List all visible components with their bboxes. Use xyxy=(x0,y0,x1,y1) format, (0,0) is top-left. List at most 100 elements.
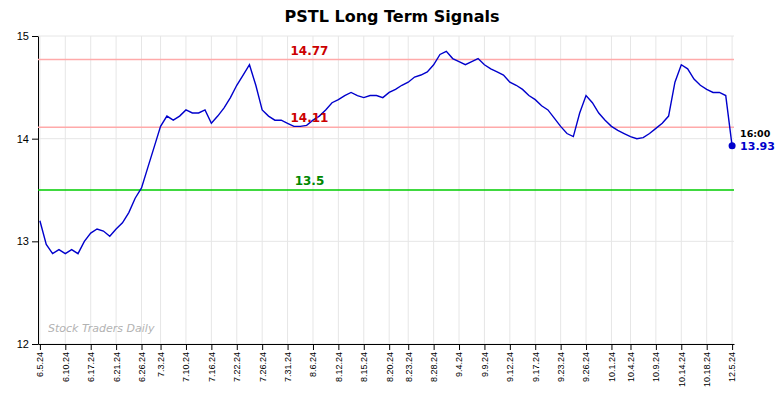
final-label: 16:00 xyxy=(740,128,771,139)
x-tick-mark xyxy=(389,344,390,350)
x-tick-label: 6.17.24 xyxy=(86,352,96,382)
x-tick-label: 8.15.24 xyxy=(359,352,369,382)
reference-label: 14.11 xyxy=(290,111,328,125)
y-tick-label: 15 xyxy=(17,30,29,42)
y-tick: 13 xyxy=(17,235,38,247)
x-tick-mark xyxy=(586,344,587,350)
x-tick-mark xyxy=(65,344,66,350)
x-tick-label: 10.4.24 xyxy=(626,352,636,382)
x-axis-line xyxy=(39,344,735,345)
x-tick-mark xyxy=(142,344,143,350)
x-tick-label: 9.12.24 xyxy=(505,352,515,382)
x-tick-mark xyxy=(707,344,708,350)
x-tick: 7.3.24 xyxy=(156,344,166,377)
reference-line xyxy=(38,59,734,61)
x-tick: 6.10.24 xyxy=(61,344,71,382)
x-tick-label: 10.1.24 xyxy=(607,352,617,382)
x-tick-mark xyxy=(288,344,289,350)
x-tick-label: 8.28.24 xyxy=(429,352,439,382)
x-tick-mark xyxy=(535,344,536,350)
x-tick-label: 9.23.24 xyxy=(556,352,566,382)
x-tick: 7.10.24 xyxy=(181,344,191,382)
price-line xyxy=(40,51,732,253)
grid-line xyxy=(38,138,734,139)
x-tick: 6.26.24 xyxy=(137,344,147,382)
x-tick-label: 7.22.24 xyxy=(232,352,242,382)
x-tick-label: 10.9.24 xyxy=(651,352,661,382)
final-label: 13.93 xyxy=(740,140,775,153)
y-tick: 12 xyxy=(17,338,38,350)
x-tick-mark xyxy=(161,344,162,350)
x-tick-mark xyxy=(656,344,657,350)
x-tick-mark xyxy=(91,344,92,350)
x-tick: 7.26.24 xyxy=(258,344,268,382)
x-tick-mark xyxy=(313,344,314,350)
x-tick-label: 7.3.24 xyxy=(156,352,166,377)
watermark: Stock Traders Daily xyxy=(48,322,155,335)
x-tick-label: 7.10.24 xyxy=(181,352,191,382)
x-tick-label: 12.5.24 xyxy=(727,352,737,382)
x-tick-label: 7.16.24 xyxy=(207,352,217,382)
x-tick: 8.6.24 xyxy=(308,344,318,377)
x-tick: 8.20.24 xyxy=(385,344,395,382)
x-tick-label: 7.26.24 xyxy=(258,352,268,382)
x-tick-label: 10.14.24 xyxy=(677,352,687,387)
x-tick-label: 8.20.24 xyxy=(385,352,395,382)
reference-line xyxy=(38,189,734,191)
x-tick: 9.23.24 xyxy=(556,344,566,382)
x-tick-mark xyxy=(732,344,733,350)
x-tick-mark xyxy=(186,344,187,350)
x-tick-label: 9.17.24 xyxy=(531,352,541,382)
grid-line xyxy=(38,241,734,242)
x-tick-mark xyxy=(338,344,339,350)
x-tick: 8.28.24 xyxy=(429,344,439,382)
x-tick: 7.31.24 xyxy=(283,344,293,382)
x-tick-mark xyxy=(262,344,263,350)
x-tick: 9.26.24 xyxy=(581,344,591,382)
plot-area xyxy=(38,51,736,253)
x-tick: 10.14.24 xyxy=(677,344,687,387)
x-tick-mark xyxy=(408,344,409,350)
y-tick: 14 xyxy=(17,133,38,145)
y-tick-mark xyxy=(32,344,38,345)
final-point xyxy=(729,142,736,149)
x-tick: 10.9.24 xyxy=(651,344,661,382)
x-tick-label: 6.21.24 xyxy=(111,352,121,382)
x-tick-label: 9.9.24 xyxy=(480,352,490,377)
reference-line xyxy=(38,127,734,129)
x-tick-label: 10.18.24 xyxy=(702,352,712,387)
x-tick-mark xyxy=(611,344,612,350)
x-tick-label: 9.4.24 xyxy=(454,352,464,377)
x-tick: 8.12.24 xyxy=(334,344,344,382)
x-tick: 6.21.24 xyxy=(111,344,121,382)
x-tick: 7.22.24 xyxy=(232,344,242,382)
x-tick: 9.12.24 xyxy=(505,344,515,382)
x-tick: 7.16.24 xyxy=(207,344,217,382)
grid-line xyxy=(38,36,734,37)
x-tick-label: 6.5.24 xyxy=(35,352,45,377)
x-tick: 8.15.24 xyxy=(359,344,369,382)
x-tick-mark xyxy=(484,344,485,350)
x-tick: 12.5.24 xyxy=(727,344,737,382)
y-tick: 15 xyxy=(17,30,38,42)
reference-label: 13.5 xyxy=(295,174,325,188)
x-tick-label: 6.26.24 xyxy=(137,352,147,382)
x-tick-mark xyxy=(237,344,238,350)
x-tick-label: 8.12.24 xyxy=(334,352,344,382)
x-tick: 10.1.24 xyxy=(607,344,617,382)
y-tick-mark xyxy=(32,36,38,37)
x-tick-mark xyxy=(510,344,511,350)
x-tick-mark xyxy=(630,344,631,350)
x-tick: 10.18.24 xyxy=(702,344,712,387)
reference-label: 14.77 xyxy=(290,44,328,58)
x-tick: 9.4.24 xyxy=(454,344,464,377)
x-tick: 9.9.24 xyxy=(480,344,490,377)
x-tick-label: 9.26.24 xyxy=(581,352,591,382)
x-tick-mark xyxy=(561,344,562,350)
x-axis: 6.5.24 6.10.24 6.17.24 6.21.24 6.26.24 7.3.24… xyxy=(35,344,737,387)
x-tick: 9.17.24 xyxy=(531,344,541,382)
x-tick-label: 8.23.24 xyxy=(404,352,414,382)
x-tick-mark xyxy=(681,344,682,350)
x-tick-mark xyxy=(364,344,365,350)
x-tick: 8.23.24 xyxy=(404,344,414,382)
